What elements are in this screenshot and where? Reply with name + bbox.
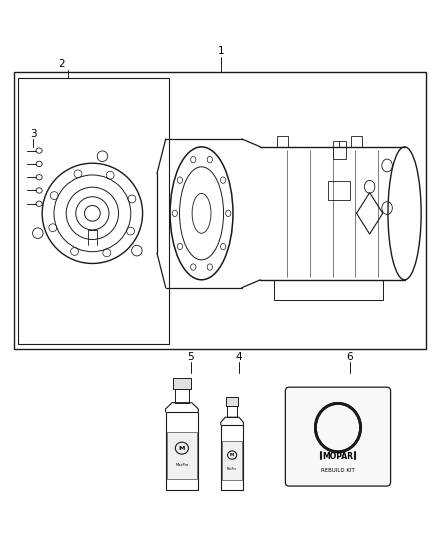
Ellipse shape xyxy=(315,403,360,452)
Text: MaxPro: MaxPro xyxy=(175,463,188,466)
Bar xyxy=(174,389,189,403)
Bar xyxy=(14,72,426,349)
Text: 2: 2 xyxy=(59,60,65,69)
Bar xyxy=(328,181,350,200)
Bar xyxy=(221,425,244,490)
Bar xyxy=(226,397,238,406)
Bar xyxy=(173,378,191,389)
Text: MOPAR: MOPAR xyxy=(322,452,353,461)
Ellipse shape xyxy=(325,413,351,442)
Bar xyxy=(18,78,169,344)
Text: 1: 1 xyxy=(218,46,225,56)
Bar xyxy=(166,411,198,490)
Text: M: M xyxy=(230,453,234,457)
Text: M: M xyxy=(179,446,185,450)
Bar xyxy=(274,280,383,300)
Text: REBUILD KIT: REBUILD KIT xyxy=(321,467,355,473)
FancyBboxPatch shape xyxy=(286,387,391,486)
Bar xyxy=(227,406,237,417)
Text: MaxPro: MaxPro xyxy=(227,467,237,471)
Bar xyxy=(351,136,362,147)
Bar xyxy=(222,441,242,480)
Text: 5: 5 xyxy=(187,352,194,362)
Bar xyxy=(332,141,346,159)
Bar xyxy=(277,136,288,147)
Text: 6: 6 xyxy=(346,352,353,362)
Text: 3: 3 xyxy=(30,128,37,139)
Text: 4: 4 xyxy=(235,352,242,362)
Bar xyxy=(167,432,197,479)
